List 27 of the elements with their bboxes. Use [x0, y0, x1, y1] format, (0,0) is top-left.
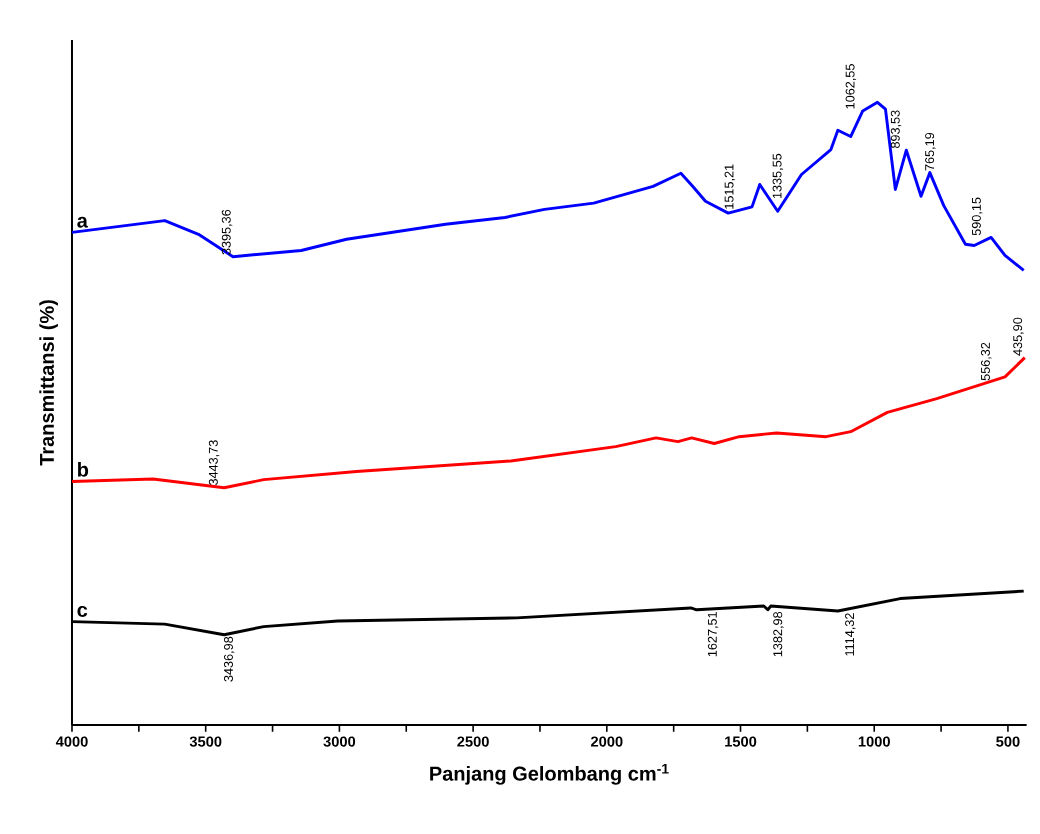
annotation: 590,15 [971, 197, 983, 236]
annotation: 1515,21 [724, 164, 736, 209]
annotation: 1114,32 [845, 613, 856, 656]
x-tick-label: 1000 [858, 736, 890, 747]
series-label: a [77, 216, 88, 228]
annotation: 1062,55 [845, 64, 857, 109]
annotation: 3395,36 [221, 209, 233, 255]
annotation: 1382,98 [773, 611, 784, 657]
x-tick-label: 3500 [189, 736, 222, 747]
x-tick-label: 500 [996, 736, 1020, 747]
x-tick-label: 2500 [457, 736, 489, 747]
series-label: b [78, 462, 89, 477]
annotation: 556,32 [980, 342, 992, 381]
annotation: 3443,73 [208, 440, 220, 486]
annotation: 3436,98 [223, 636, 235, 682]
annotation: 765,19 [925, 132, 936, 171]
x-tick-label: 3000 [323, 736, 356, 747]
x-tick-label: 4000 [55, 736, 88, 747]
annotation: 893,53 [890, 110, 902, 149]
y-axis-title: Transmittansi (%) [39, 300, 58, 466]
x-tick-label: 2000 [591, 736, 623, 747]
series-label: c [77, 605, 88, 617]
annotation: 1627,51 [707, 612, 719, 657]
x-axis-title: Panjang Gelombang cm$^{-1}$ [430, 763, 669, 785]
annotation: 1335,55 [772, 153, 784, 199]
x-tick-label: 1500 [725, 736, 757, 747]
annotation: 435,90 [1013, 317, 1024, 356]
